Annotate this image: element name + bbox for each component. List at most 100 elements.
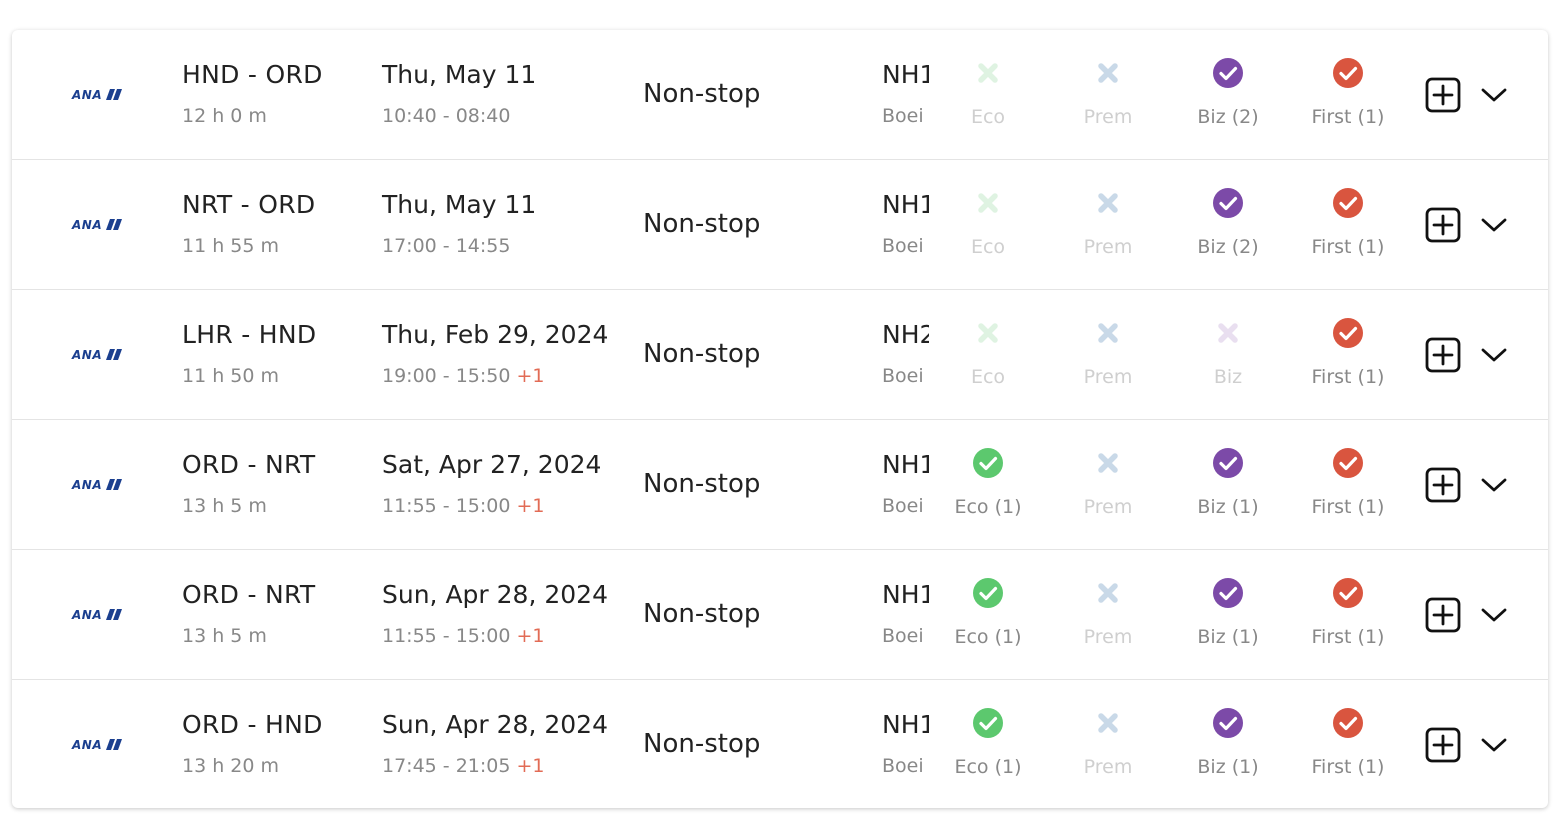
departure-date: Sun, Apr 28, 2024 — [382, 710, 608, 739]
cabin-biz[interactable]: Biz (1) — [1173, 708, 1283, 788]
check-circle-icon — [1213, 578, 1243, 608]
add-plus-icon[interactable] — [1425, 77, 1461, 113]
cabin-label: Eco — [970, 106, 1006, 128]
cabin-label: First (1) — [1311, 626, 1385, 648]
cabin-first[interactable]: First (1) — [1293, 188, 1403, 268]
airline-logo-text: ANA — [72, 608, 103, 622]
flight-duration: 13 h 5 m — [182, 625, 267, 647]
cabin-label: Biz (2) — [1197, 236, 1259, 258]
flight-row[interactable]: ANA HND - ORD 12 h 0 m Thu, May 11 10:40 - 0… — [12, 30, 1548, 160]
ana-logo: ANA — [72, 88, 124, 102]
flight-row[interactable]: ANA ORD - NRT 13 h 5 m Sat, Apr 27, 2024 11:… — [12, 420, 1548, 550]
flight-number: NH1 — [882, 60, 929, 89]
cabin-first[interactable]: First (1) — [1293, 578, 1403, 658]
x-mark-icon — [1098, 323, 1118, 343]
plus-day-indicator: +1 — [516, 365, 545, 387]
check-circle-icon — [1213, 188, 1243, 218]
check-circle-icon — [973, 448, 1003, 478]
cabin-eco[interactable]: Eco (1) — [933, 448, 1043, 528]
cabin-prem[interactable]: Prem — [1053, 578, 1163, 658]
aircraft-type: Boei — [882, 625, 924, 647]
route: LHR - HND — [182, 320, 317, 349]
cabin-label: First (1) — [1311, 496, 1385, 518]
cabin-first[interactable]: First (1) — [1293, 708, 1403, 788]
flight-row[interactable]: ANA LHR - HND 11 h 50 m Thu, Feb 29, 2024 19… — [12, 290, 1548, 420]
flight-duration: 13 h 5 m — [182, 495, 267, 517]
time-range: 11:55 - 15:00 — [382, 495, 517, 517]
chevron-down-icon[interactable] — [1480, 85, 1508, 105]
flight-row[interactable]: ANA ORD - NRT 13 h 5 m Sun, Apr 28, 2024 11:… — [12, 550, 1548, 680]
route: HND - ORD — [182, 60, 323, 89]
flight-times: 17:00 - 14:55 — [382, 235, 510, 257]
cabin-label: First (1) — [1311, 106, 1385, 128]
flight-number: NH1 — [882, 580, 929, 609]
plus-day-indicator: +1 — [516, 755, 545, 777]
cabin-eco[interactable]: Eco — [933, 318, 1043, 398]
cabin-eco[interactable]: Eco (1) — [933, 578, 1043, 658]
time-range: 17:00 - 14:55 — [382, 235, 511, 257]
chevron-down-icon[interactable] — [1480, 605, 1508, 625]
cabin-biz[interactable]: Biz (1) — [1173, 578, 1283, 658]
cabin-label: Prem — [1083, 626, 1133, 648]
cabin-biz[interactable]: Biz — [1173, 318, 1283, 398]
add-plus-icon[interactable] — [1425, 207, 1461, 243]
cabin-label: Prem — [1083, 496, 1133, 518]
cabin-first[interactable]: First (1) — [1293, 448, 1403, 528]
chevron-down-icon[interactable] — [1480, 215, 1508, 235]
cabin-biz[interactable]: Biz (2) — [1173, 58, 1283, 138]
cabin-prem[interactable]: Prem — [1053, 708, 1163, 788]
cabin-label: Prem — [1083, 366, 1133, 388]
chevron-down-icon[interactable] — [1480, 345, 1508, 365]
flight-duration: 12 h 0 m — [182, 105, 267, 127]
flight-number: NH2 — [882, 320, 929, 349]
add-plus-icon[interactable] — [1425, 467, 1461, 503]
stops: Non-stop — [643, 599, 761, 629]
route: ORD - HND — [182, 710, 323, 739]
cabin-label: Eco — [970, 366, 1006, 388]
ana-logo: ANA — [72, 738, 124, 752]
ana-wing-icon — [106, 219, 122, 230]
ana-wing-icon — [106, 349, 122, 360]
cabin-label: Eco (1) — [954, 626, 1022, 648]
add-plus-icon[interactable] — [1425, 727, 1461, 763]
cabin-eco[interactable]: Eco (1) — [933, 708, 1043, 788]
ana-logo: ANA — [72, 478, 124, 492]
stops: Non-stop — [643, 209, 761, 239]
cabin-prem[interactable]: Prem — [1053, 448, 1163, 528]
cabin-first[interactable]: First (1) — [1293, 58, 1403, 138]
x-mark-icon — [1098, 193, 1118, 213]
stops: Non-stop — [643, 469, 761, 499]
cabin-label: Biz (1) — [1197, 756, 1259, 778]
cabin-eco[interactable]: Eco — [933, 58, 1043, 138]
cabin-prem[interactable]: Prem — [1053, 58, 1163, 138]
stops: Non-stop — [643, 729, 761, 759]
departure-date: Thu, May 11 — [382, 190, 537, 219]
check-circle-icon — [1333, 448, 1363, 478]
departure-date: Sun, Apr 28, 2024 — [382, 580, 608, 609]
departure-date: Thu, Feb 29, 2024 — [382, 320, 609, 349]
flight-times: 10:40 - 08:40 — [382, 105, 510, 127]
cabin-label: Prem — [1083, 106, 1133, 128]
check-circle-icon — [1213, 708, 1243, 738]
time-range: 11:55 - 15:00 — [382, 625, 517, 647]
ana-logo: ANA — [72, 218, 124, 232]
add-plus-icon[interactable] — [1425, 597, 1461, 633]
airline-logo-text: ANA — [72, 478, 103, 492]
cabin-biz[interactable]: Biz (1) — [1173, 448, 1283, 528]
check-circle-icon — [973, 708, 1003, 738]
airline-logo-text: ANA — [72, 88, 103, 102]
chevron-down-icon[interactable] — [1480, 475, 1508, 495]
cabin-biz[interactable]: Biz (2) — [1173, 188, 1283, 268]
chevron-down-icon[interactable] — [1480, 735, 1508, 755]
cabin-first[interactable]: First (1) — [1293, 318, 1403, 398]
add-plus-icon[interactable] — [1425, 337, 1461, 373]
x-mark-icon — [978, 63, 998, 83]
cabin-prem[interactable]: Prem — [1053, 318, 1163, 398]
flight-row[interactable]: ANA NRT - ORD 11 h 55 m Thu, May 11 17:00 - … — [12, 160, 1548, 290]
flight-row[interactable]: ANA ORD - HND 13 h 20 m Sun, Apr 28, 2024 17… — [12, 680, 1548, 809]
cabin-label: First (1) — [1311, 366, 1385, 388]
cabin-label: Biz (2) — [1197, 106, 1259, 128]
cabin-prem[interactable]: Prem — [1053, 188, 1163, 268]
cabin-eco[interactable]: Eco — [933, 188, 1043, 268]
departure-date: Sat, Apr 27, 2024 — [382, 450, 602, 479]
